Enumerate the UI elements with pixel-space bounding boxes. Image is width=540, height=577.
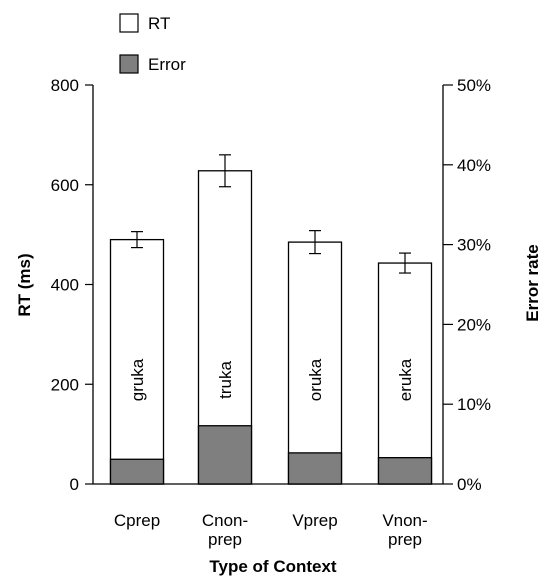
y-tick-label-left: 400 [51, 276, 79, 295]
x-tick-label: Cnon- [202, 511, 248, 530]
bars: gruka truka oruka eruka [109, 154, 433, 485]
ticks: 0 200 400 600 800 0% 10% 20% 30% 40% 50% Cprep Cnon-… [51, 76, 491, 549]
legend-swatch-error [119, 54, 139, 74]
legend: RT Error [119, 13, 186, 74]
bar-error [197, 425, 253, 485]
x-tick-label: Vnon- [382, 511, 427, 530]
bar-label: oruka [306, 358, 325, 401]
y-tick-label-right: 30% [457, 236, 491, 255]
legend-swatch-rt [119, 13, 139, 33]
y-tick-label-left: 200 [51, 375, 79, 394]
y-tick-label-left: 600 [51, 176, 79, 195]
y-tick-label-left: 0 [70, 475, 79, 494]
y-tick-label-right: 50% [457, 76, 491, 95]
y-tick-label-left: 800 [51, 76, 79, 95]
bar-error [377, 457, 433, 485]
legend-label-error: Error [148, 55, 186, 74]
y-tick-label-right: 0% [457, 475, 482, 494]
y-tick-label-right: 10% [457, 395, 491, 414]
y-tick-label-right: 20% [457, 315, 491, 334]
x-tick-label: prep [388, 530, 422, 549]
bar-rt [109, 238, 165, 485]
x-axis-title: Type of Context [209, 557, 337, 576]
legend-label-rt: RT [148, 14, 170, 33]
x-tick-label: prep [208, 530, 242, 549]
bar-error [287, 452, 343, 485]
bar-label: eruka [396, 358, 415, 401]
x-tick-label: Vprep [292, 511, 337, 530]
bar-label: truka [216, 361, 235, 399]
x-tick-label: Cprep [114, 511, 160, 530]
y-axis-title-left: RT (ms) [15, 253, 34, 316]
bar-error [109, 458, 165, 485]
bar-label: gruka [128, 358, 147, 401]
y-tick-label-right: 40% [457, 156, 491, 175]
y-axis-title-right: Error rate [523, 244, 540, 321]
